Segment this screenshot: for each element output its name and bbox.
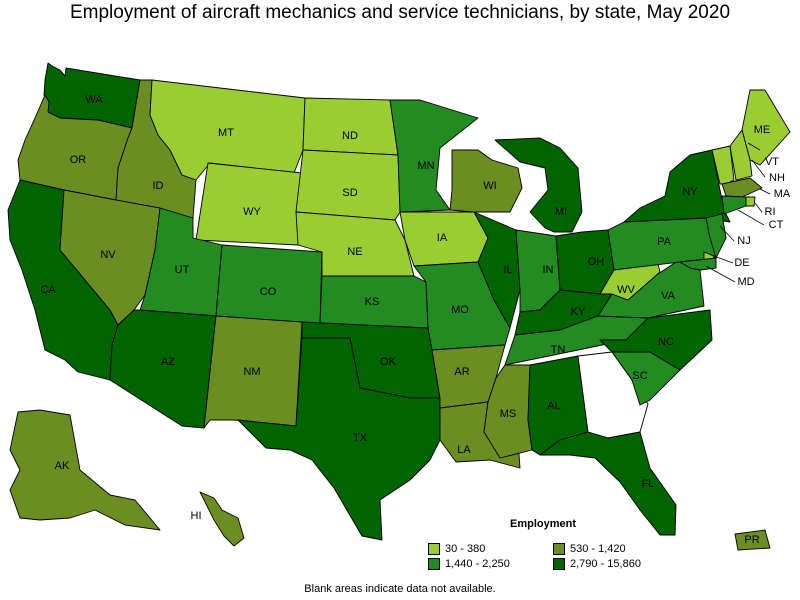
state-label-sc: SC (632, 370, 647, 382)
leader-line-ri (754, 202, 763, 213)
state-label-ma: MA (774, 188, 791, 200)
legend-item-3: 1,440 - 2,250 (428, 558, 553, 570)
state-mi (494, 137, 583, 233)
leader-line-ct (737, 209, 765, 226)
legend-item-1: 30 - 380 (428, 543, 553, 555)
state-label-wv: WV (617, 284, 635, 296)
state-label-nm: NM (243, 366, 260, 378)
legend-label-3: 1,440 - 2,250 (445, 558, 510, 570)
state-label-nh: NH (769, 172, 785, 184)
state-az (109, 309, 217, 429)
state-label-or: OR (70, 154, 87, 166)
state-label-wa: WA (85, 94, 103, 106)
state-label-wi: WI (483, 180, 496, 192)
state-label-ca: CA (40, 284, 56, 296)
state-label-id: ID (153, 180, 164, 192)
state-label-co: CO (260, 286, 277, 298)
map-title: Employment of aircraft mechanics and ser… (69, 2, 731, 23)
state-nd (302, 97, 399, 156)
state-nv (59, 189, 161, 326)
state-label-ri: RI (765, 206, 776, 218)
state-label-ks: KS (365, 296, 380, 308)
state-label-wy: WY (243, 206, 261, 218)
state-mn (389, 99, 479, 213)
state-label-ia: IA (437, 232, 448, 244)
state-label-ms: MS (500, 408, 517, 420)
legend-swatch-2 (553, 543, 565, 555)
state-label-ne: NE (347, 246, 362, 258)
state-label-nc: NC (658, 336, 674, 348)
state-label-sd: SD (342, 187, 357, 199)
legend-swatch-3 (428, 558, 440, 570)
state-label-ok: OK (380, 356, 397, 368)
legend-item-4: 2,790 - 15,860 (553, 558, 678, 570)
state-label-ak: AK (55, 460, 70, 472)
state-label-nd: ND (342, 130, 358, 142)
legend-swatch-1 (428, 543, 440, 555)
state-nj (705, 213, 727, 259)
leader-line-vt (747, 142, 761, 151)
state-label-pa: PA (657, 236, 672, 248)
state-label-il: IL (503, 264, 512, 276)
state-label-nj: NJ (737, 235, 750, 247)
state-label-oh: OH (588, 256, 605, 268)
state-fl (539, 431, 677, 536)
state-nc (599, 309, 713, 371)
state-label-nv: NV (100, 249, 116, 261)
state-label-pr: PR (744, 534, 759, 546)
leader-line-md (705, 265, 736, 283)
state-label-mo: MO (451, 304, 469, 316)
leader-line-de (710, 254, 734, 264)
state-hi (199, 491, 245, 547)
state-label-va: VA (661, 290, 676, 302)
state-tx (237, 337, 441, 541)
legend-label-1: 30 - 380 (445, 543, 486, 555)
footnote: Blank areas indicate data not available. (304, 583, 496, 595)
state-label-ky: KY (571, 306, 586, 318)
state-label-in: IN (543, 264, 554, 276)
legend-swatch-4 (553, 558, 565, 570)
state-label-mi: MI (555, 206, 567, 218)
state-label-ny: NY (682, 186, 698, 198)
legend-label-2: 530 - 1,420 (570, 543, 626, 555)
leader-line-nh (751, 159, 766, 178)
state-nh (729, 129, 753, 181)
state-label-md: MD (737, 276, 754, 288)
state-label-ct: CT (769, 219, 784, 231)
state-pr (734, 529, 771, 551)
state-ri (745, 196, 756, 207)
state-label-tx: TX (353, 432, 368, 444)
state-label-vt: VT (765, 156, 779, 168)
state-ct (721, 195, 747, 215)
leader-line-ma (759, 188, 771, 195)
state-label-hi: HI (191, 510, 202, 522)
state-label-fl: FL (642, 478, 655, 490)
state-label-de: DE (734, 257, 749, 269)
state-label-me: ME (754, 124, 771, 136)
state-label-ar: AR (454, 366, 469, 378)
state-label-al: AL (547, 400, 560, 412)
state-label-mn: MN (417, 160, 434, 172)
state-wi (449, 149, 523, 213)
legend-item-2: 530 - 1,420 (553, 543, 678, 555)
state-ma (721, 177, 763, 198)
state-label-la: LA (457, 444, 471, 456)
state-label-tn: TN (551, 344, 566, 356)
leader-line-nj (719, 225, 735, 242)
state-label-mt: MT (218, 127, 234, 139)
state-co (215, 244, 323, 325)
state-ak (9, 409, 161, 531)
legend-title: Employment (509, 518, 576, 530)
legend: Employment 30 - 380 530 - 1,420 1,440 - … (428, 518, 658, 570)
state-label-az: AZ (161, 356, 175, 368)
legend-label-4: 2,790 - 15,860 (570, 558, 641, 570)
state-wy (195, 162, 303, 246)
state-sd (295, 149, 401, 221)
state-label-ut: UT (175, 264, 190, 276)
